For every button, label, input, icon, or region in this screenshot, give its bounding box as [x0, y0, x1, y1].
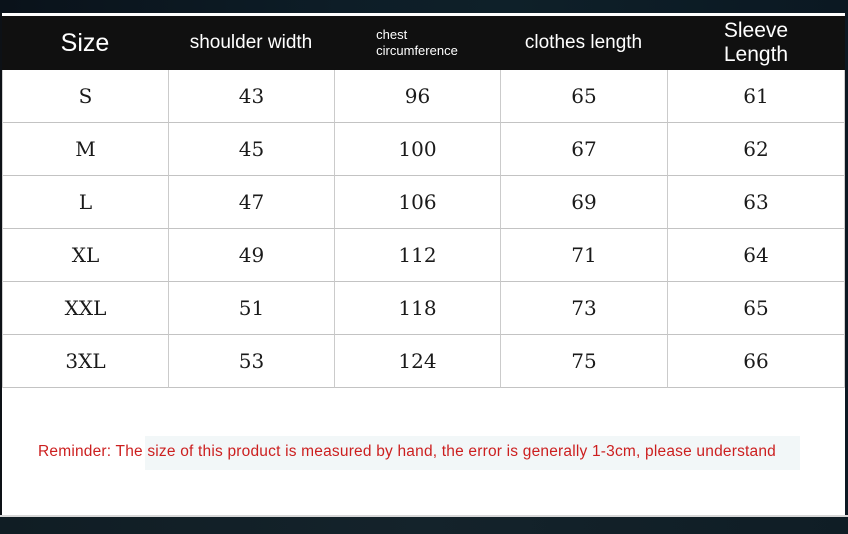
- cell-size: L: [3, 176, 169, 229]
- cell-shoulder-width: 49: [169, 229, 335, 282]
- cell-shoulder-width: 43: [169, 70, 335, 123]
- header-size: Size: [60, 28, 110, 57]
- reminder-note: Reminder: The size of this product is me…: [38, 443, 776, 460]
- cell-size: 3XL: [3, 335, 169, 388]
- cell-size: S: [3, 70, 169, 123]
- bottom-bar: [0, 517, 848, 534]
- cell-size: XXL: [3, 282, 169, 335]
- header-shoulder-width: shoulder width: [189, 32, 313, 53]
- header-chest-line1: chest: [376, 27, 408, 43]
- top-bar: [0, 0, 848, 13]
- header-chest-line2: circumference: [376, 43, 458, 58]
- header-clothes-length: clothes length: [524, 32, 643, 53]
- cell-sleeve-length: 63: [668, 176, 844, 229]
- reminder-highlight-band: [145, 436, 800, 470]
- size-table: S 43 96 65 61 M 45 100 67 62 L 47 106 69…: [2, 70, 845, 388]
- cell-clothes-length: 75: [501, 335, 668, 388]
- cell-sleeve-length: 65: [668, 282, 844, 335]
- cell-shoulder-width: 47: [169, 176, 335, 229]
- cell-sleeve-length: 62: [668, 123, 844, 176]
- cell-shoulder-width: 45: [169, 123, 335, 176]
- right-edge-strip: [845, 13, 848, 517]
- header-chest-circumference: chest circumference: [334, 16, 500, 70]
- footer-divider: [0, 515, 848, 517]
- cell-chest: 124: [335, 335, 501, 388]
- header-sleeve-line1: Sleeve: [723, 18, 789, 42]
- cell-clothes-length: 69: [501, 176, 668, 229]
- header-sleeve-length: Sleeve Length: [667, 16, 845, 70]
- cell-clothes-length: 65: [501, 70, 668, 123]
- cell-chest: 118: [335, 282, 501, 335]
- header-sleeve-line2: Length: [723, 43, 789, 66]
- cell-size: M: [3, 123, 169, 176]
- cell-shoulder-width: 51: [169, 282, 335, 335]
- left-edge-strip: [0, 13, 2, 517]
- cell-sleeve-length: 64: [668, 229, 844, 282]
- cell-chest: 106: [335, 176, 501, 229]
- cell-chest: 100: [335, 123, 501, 176]
- cell-chest: 112: [335, 229, 501, 282]
- cell-clothes-length: 71: [501, 229, 668, 282]
- table-header-row: Size shoulder width chest circumference …: [2, 16, 845, 70]
- cell-shoulder-width: 53: [169, 335, 335, 388]
- cell-sleeve-length: 61: [668, 70, 844, 123]
- cell-clothes-length: 73: [501, 282, 668, 335]
- cell-size: XL: [3, 229, 169, 282]
- cell-chest: 96: [335, 70, 501, 123]
- cell-clothes-length: 67: [501, 123, 668, 176]
- top-divider: [0, 13, 848, 16]
- cell-sleeve-length: 66: [668, 335, 844, 388]
